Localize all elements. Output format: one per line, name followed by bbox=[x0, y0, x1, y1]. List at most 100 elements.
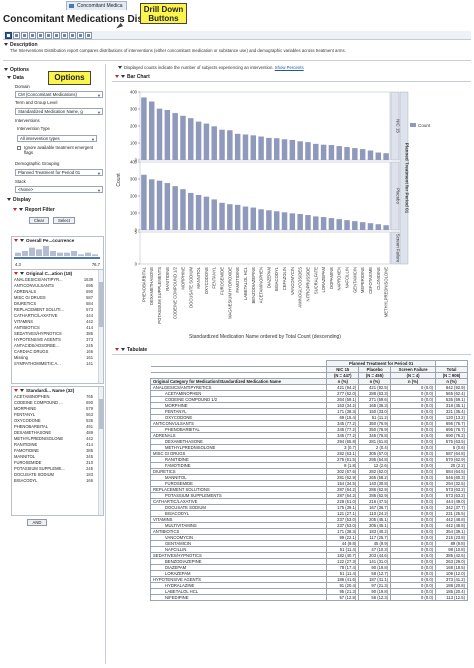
scrollbar[interactable] bbox=[98, 270, 103, 383]
list-item[interactable]: METHYLPREDNISOLONE 442 bbox=[14, 436, 103, 442]
select-button[interactable]: Select bbox=[53, 217, 75, 224]
list-item[interactable]: REPLACEMENT SOLUTI... 573 bbox=[14, 307, 103, 313]
scrollbar[interactable] bbox=[98, 387, 103, 515]
filter-icon[interactable] bbox=[45, 31, 52, 39]
domain-select[interactable]: CM (Concomitant Medications) ▼ bbox=[15, 91, 103, 98]
save-icon[interactable] bbox=[69, 31, 76, 39]
divider bbox=[112, 81, 471, 82]
notes-icon[interactable] bbox=[53, 31, 60, 39]
list-item[interactable]: MORPHINE 579 bbox=[14, 406, 103, 412]
ignore-flags-checkbox[interactable] bbox=[17, 146, 21, 150]
list-item[interactable]: ADRENALS 690 bbox=[14, 289, 103, 295]
list-item[interactable]: ANTACIDS/ADSORBE... 245 bbox=[14, 343, 103, 349]
bar bbox=[219, 129, 225, 160]
list-item[interactable]: FAMOTIDINE 385 bbox=[14, 448, 103, 454]
list-item[interactable]: MISC GI DRUGS 587 bbox=[14, 295, 103, 301]
list-item[interactable]: ANTIBIOTICS 414 bbox=[14, 325, 103, 331]
overall-filter-title[interactable]: Overall Pe...ccurrence bbox=[12, 237, 103, 244]
bar bbox=[156, 180, 163, 230]
report-filter-header[interactable]: Report Filter bbox=[13, 207, 55, 213]
red-triangle-menu-icon[interactable] bbox=[14, 389, 18, 393]
subject-profile-icon[interactable] bbox=[21, 31, 28, 39]
x-tick-label: ACETAMINOPHEN bbox=[259, 267, 264, 303]
list-item-name: ANTICONVULSANTS bbox=[14, 283, 55, 288]
overall-filter-histogram[interactable] bbox=[12, 244, 103, 262]
list-item[interactable]: BISACODYL 166 bbox=[14, 478, 103, 484]
table-row[interactable]: RANITIDINE 275 (61.5) 295 (64.8) 0 (0.0) 570… bbox=[150, 456, 468, 463]
list-item[interactable]: ANALGESICS/ANTIPYR... 1639 bbox=[14, 277, 103, 283]
intervention-type-select[interactable]: All intervention types ▼ bbox=[17, 135, 97, 142]
home-icon[interactable] bbox=[5, 31, 12, 39]
list-item[interactable]: SEDATIVES/HYPNOTICS 385 bbox=[14, 331, 103, 337]
patient-list-icon[interactable] bbox=[37, 31, 44, 39]
tabulate-header[interactable]: Tabulate bbox=[115, 347, 147, 353]
range-min-value[interactable]: 4.3 bbox=[15, 262, 21, 267]
list-item[interactable]: VITAMINS 442 bbox=[14, 319, 103, 325]
refresh-icon[interactable] bbox=[61, 31, 68, 39]
description-header[interactable]: Description bbox=[4, 42, 38, 48]
report-icon[interactable] bbox=[29, 31, 36, 39]
data-table-icon[interactable] bbox=[13, 31, 20, 39]
table-row[interactable]: NIFEDIPINE 57 (12.8) 56 (12.3) 0 (0.0) 113 (… bbox=[150, 594, 468, 601]
red-triangle-menu-icon[interactable] bbox=[14, 272, 18, 276]
export-icon[interactable] bbox=[77, 31, 84, 39]
table-row[interactable]: POTASSIUM SUPPLEMENTS 287 (64.2) 286 (62.9… bbox=[150, 492, 468, 499]
red-triangle-menu-icon[interactable] bbox=[115, 348, 119, 352]
list-item-name: DIURETICS bbox=[14, 301, 37, 306]
and-button[interactable]: AND bbox=[27, 519, 47, 526]
list-item[interactable]: FENTANYL 563 bbox=[14, 412, 103, 418]
bar bbox=[273, 211, 280, 230]
original-filter-title[interactable]: Original C...ation (18) bbox=[12, 270, 103, 277]
term-level-select[interactable]: Standardized Medication Name, g ▼ bbox=[15, 108, 103, 115]
bar bbox=[359, 222, 366, 230]
table-cell: 0 (0.0) bbox=[390, 594, 437, 601]
list-item-count: 444 bbox=[86, 313, 93, 318]
list-item[interactable]: PHENOBARBITAL 491 bbox=[14, 424, 103, 430]
demographic-grouping-select[interactable]: Planned Treatment for Period 01 ▼ bbox=[15, 169, 103, 176]
display-section-header[interactable]: Display bbox=[7, 197, 31, 203]
bar bbox=[172, 113, 178, 160]
list-item[interactable]: RANITIDINE 414 bbox=[14, 442, 103, 448]
list-item-name: METHYLPREDNISOLONE bbox=[14, 436, 64, 441]
list-item[interactable]: DEXAMETHASONE 489 bbox=[14, 430, 103, 436]
list-item[interactable]: MANNITOL 345 bbox=[14, 454, 103, 460]
facet-label: NIC 15 bbox=[396, 119, 401, 133]
standardized-filter-title[interactable]: Standardi... Name (32) bbox=[12, 387, 103, 394]
range-max-value[interactable]: 76.7 bbox=[91, 262, 100, 267]
table-row[interactable]: CODEINE COMPOUND 1/2 264 (59.1) 271 (59.6)… bbox=[150, 396, 468, 403]
list-item[interactable]: CODEINE COMPOUND ... 690 bbox=[14, 400, 103, 406]
red-triangle-menu-icon[interactable] bbox=[14, 239, 18, 243]
list-item-name: MORPHINE bbox=[14, 406, 37, 411]
settings-icon[interactable] bbox=[85, 31, 92, 39]
collapse-triangle-icon bbox=[19, 208, 23, 212]
bar-chart-header[interactable]: Bar Chart bbox=[115, 74, 150, 80]
red-triangle-menu-icon[interactable] bbox=[115, 75, 119, 79]
show-percents-link[interactable]: Show Percents bbox=[274, 65, 304, 70]
list-item[interactable]: ACETAMINOPHEN 765 bbox=[14, 394, 103, 400]
data-section-header[interactable]: Data bbox=[7, 75, 24, 81]
tab-concomitant-medications[interactable]: Concomitant Medica bbox=[66, 1, 127, 10]
list-item[interactable]: CATHARTIC/LAXATIVE 444 bbox=[14, 313, 103, 319]
list-item[interactable]: HYPOTENSIVE AGENTS 373 bbox=[14, 337, 103, 343]
range-slider-fill bbox=[14, 257, 100, 259]
list-item-count: 245 bbox=[86, 466, 93, 471]
list-item[interactable]: Missing 161 bbox=[14, 355, 103, 361]
x-tick-label: DEXAMETHASONE bbox=[149, 267, 154, 305]
list-item[interactable]: DOCUSATE SODIUM 183 bbox=[14, 472, 103, 478]
list-item[interactable]: FUROSEMIDE 310 bbox=[14, 460, 103, 466]
table-row[interactable]: HYPOTENSIVE AGENTS 186 (41.6) 187 (41.1) 0 … bbox=[150, 576, 468, 583]
red-triangle-menu-icon[interactable] bbox=[13, 208, 17, 212]
list-item[interactable]: DIURETICS 584 bbox=[14, 301, 103, 307]
list-item[interactable]: ANTICONVULSANTS 695 bbox=[14, 283, 103, 289]
options-header[interactable]: Options bbox=[4, 67, 29, 73]
table-cell: 57 (12.8) bbox=[326, 594, 360, 601]
list-item[interactable]: SYMPATHOMIMETIC A... 141 bbox=[14, 361, 103, 367]
histogram-bar bbox=[57, 252, 63, 256]
list-item[interactable]: POTASSIUM SUPPLEME... 245 bbox=[14, 466, 103, 472]
bar bbox=[359, 149, 366, 160]
list-item[interactable]: CARDIAC DRUGS 166 bbox=[14, 349, 103, 355]
stack-select[interactable]: <None> ▼ bbox=[15, 186, 103, 193]
options-panel: Options Data Domain CM (Concomitant Medi… bbox=[3, 64, 106, 664]
list-item[interactable]: OXYCODONE 535 bbox=[14, 418, 103, 424]
clear-button[interactable]: Clear bbox=[29, 217, 49, 224]
